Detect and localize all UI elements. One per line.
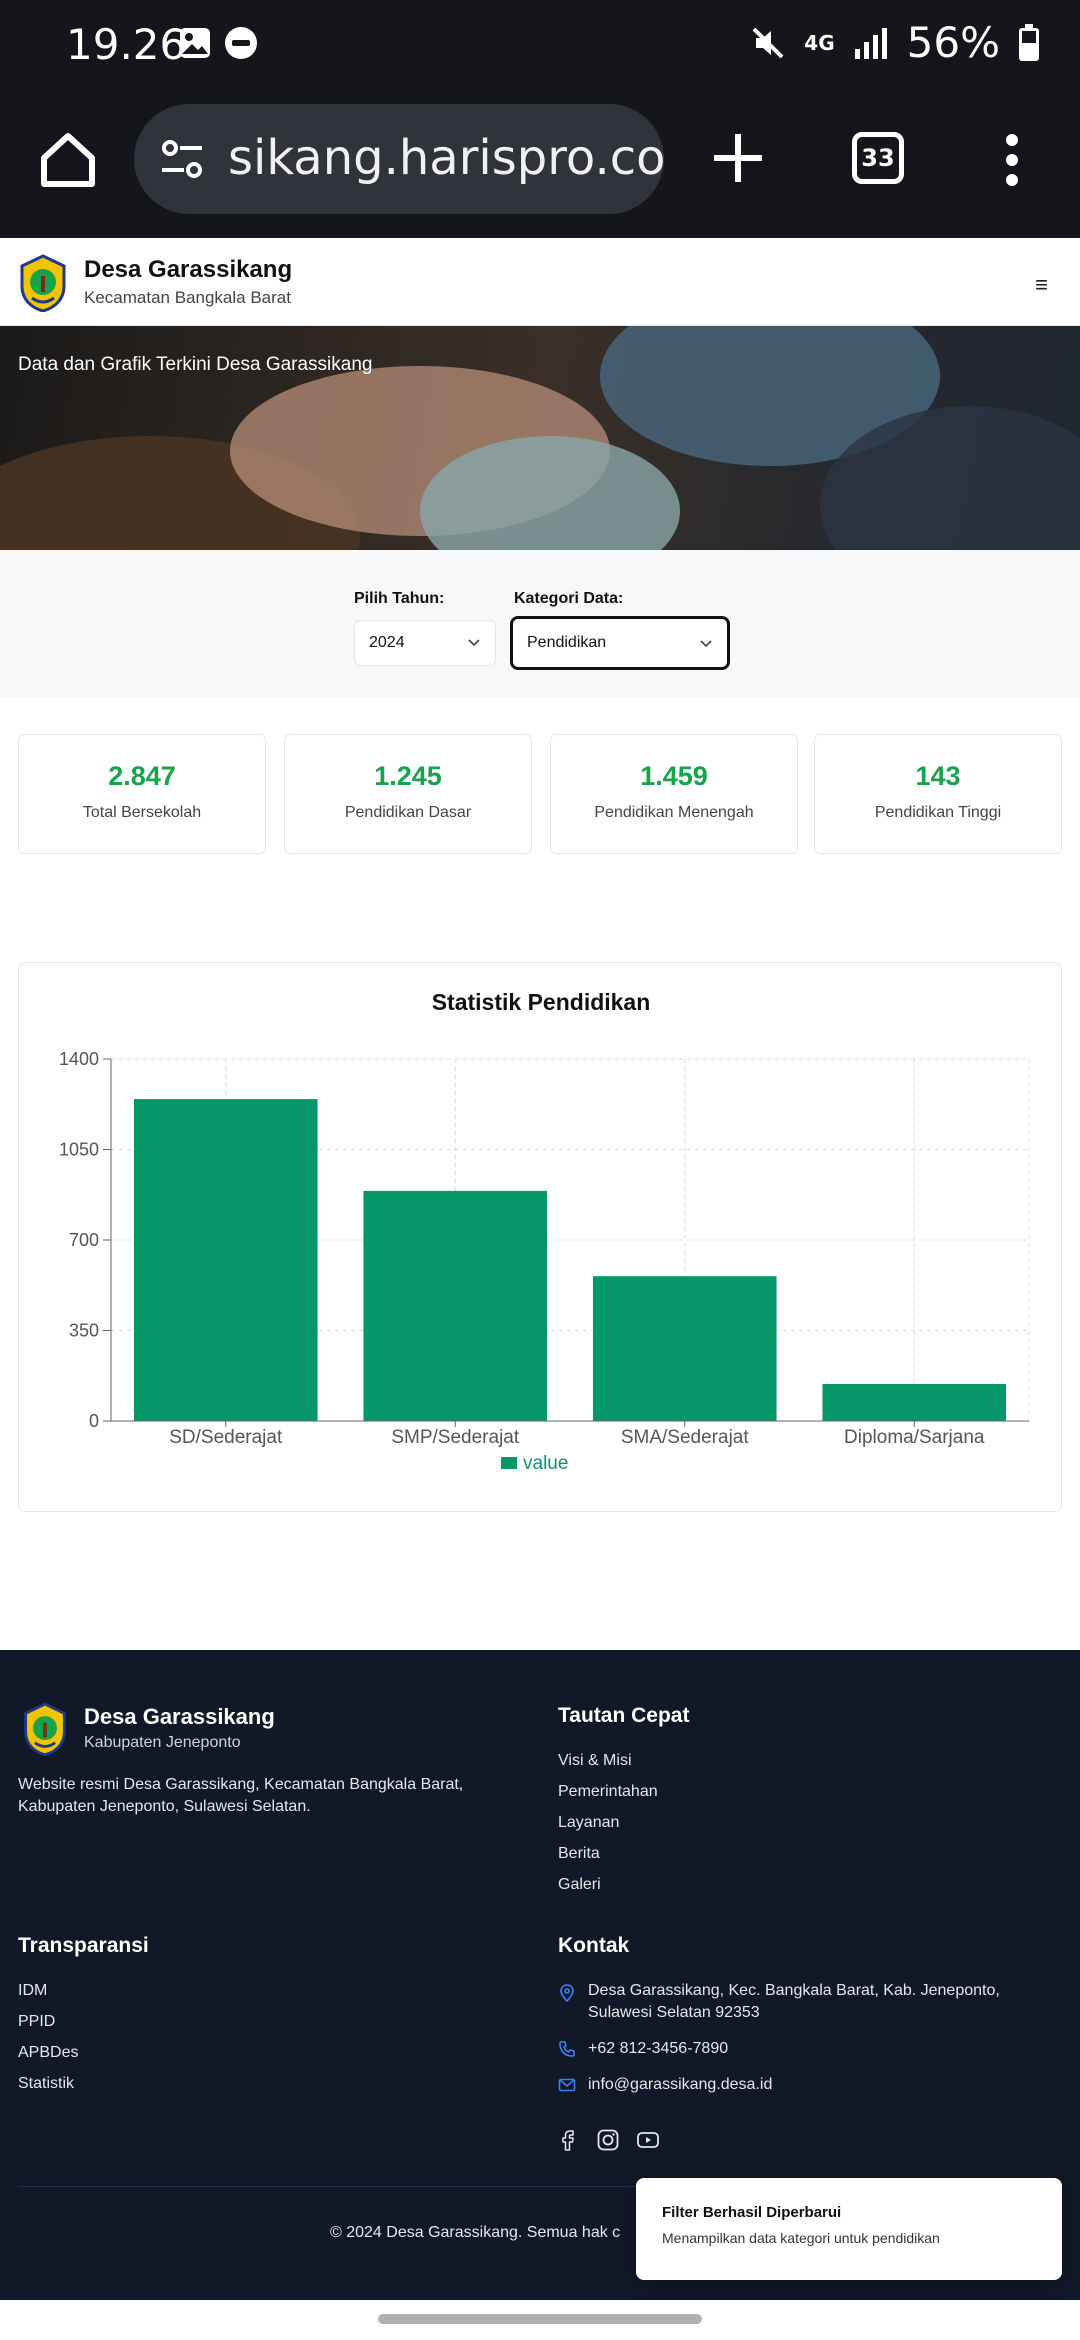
contact-phone[interactable]: +62 812-3456-7890	[588, 2040, 729, 2057]
tab-switcher-button[interactable]: 33	[852, 132, 904, 184]
filter-section: Pilih Tahun: 2024 Kategori Data: Pendidi…	[0, 550, 1080, 698]
y-tick-label: 700	[69, 1230, 99, 1250]
stat-value: 1.245	[374, 761, 442, 791]
battery-icon	[1019, 23, 1039, 61]
more-menu-icon[interactable]	[1000, 132, 1024, 188]
contact-email[interactable]: info@garassikang.desa.id	[588, 2076, 773, 2093]
footer-divider	[18, 2186, 1062, 2187]
url-text[interactable]: sikang.harispro.com	[228, 130, 664, 186]
footer-link-apbdes[interactable]: APBDes	[18, 2044, 79, 2061]
email-icon	[558, 2078, 576, 2092]
quick-links-heading: Tautan Cepat	[558, 1704, 690, 1727]
footer-link-layanan[interactable]: Layanan	[558, 1814, 620, 1831]
x-tick-label: Diploma/Sarjana	[844, 1427, 985, 1448]
chart-card: Statistik Pendidikan 0 350 700 1050 1400 SD/S…	[18, 962, 1062, 1512]
battery-percent: 56%	[906, 18, 1000, 67]
x-tick-label: SMP/Sederajat	[391, 1427, 520, 1448]
legend-swatch	[501, 1457, 517, 1469]
stat-label: Pendidikan Tinggi	[874, 804, 1002, 821]
stat-label: Pendidikan Menengah	[594, 804, 754, 821]
y-tick-label: 1050	[59, 1140, 99, 1160]
bar-sd-sederajat	[133, 1099, 318, 1421]
stat-value: 143	[915, 761, 961, 791]
bar-smp-sederajat	[363, 1190, 548, 1421]
footer-subtitle: Kabupaten Jeneponto	[84, 1734, 241, 1751]
y-tick-label: 0	[89, 1411, 99, 1431]
status-right: 4G 56%	[750, 18, 1040, 67]
site-settings-icon[interactable]	[158, 134, 208, 184]
site-subtitle: Kecamatan Bangkala Barat	[84, 288, 291, 307]
youtube-icon[interactable]	[636, 2128, 660, 2152]
footer-link-berita[interactable]: Berita	[558, 1845, 600, 1862]
footer-title: Desa Garassikang	[84, 1704, 275, 1729]
status-time: 19.26	[66, 20, 187, 69]
footer-description: Website resmi Desa Garassikang, Kecamata…	[18, 1776, 464, 1815]
stat-card-dasar: 1.245 Pendidikan Dasar	[284, 734, 532, 854]
village-logo-icon	[24, 1702, 66, 1756]
y-tick-label: 1400	[59, 1049, 99, 1069]
footer-link-galeri[interactable]: Galeri	[558, 1876, 601, 1893]
category-label: Kategori Data:	[514, 590, 624, 607]
stat-card-total: 2.847 Total Bersekolah	[18, 734, 266, 854]
year-value: 2024	[369, 634, 405, 651]
legend-label: value	[523, 1453, 568, 1474]
site-header: Desa Garassikang Kecamatan Bangkala Bara…	[0, 238, 1080, 326]
footer-link-statistik[interactable]: Statistik	[18, 2075, 75, 2092]
chart-title: Statistik Pendidikan	[431, 989, 651, 1015]
footer-link-visi-misi[interactable]: Visi & Misi	[558, 1752, 632, 1769]
contact-heading: Kontak	[558, 1934, 630, 1957]
hero-banner: Data dan Grafik Terkini Desa Garassikang	[0, 326, 1080, 550]
chevron-down-icon	[468, 639, 480, 647]
footer-link-idm[interactable]: IDM	[18, 1982, 48, 1999]
network-type: 4G	[804, 30, 835, 55]
bar-diploma-sarjana	[822, 1384, 1007, 1421]
stat-card-tinggi: 143 Pendidikan Tinggi	[814, 734, 1062, 854]
x-tick-label: SMA/Sederajat	[621, 1427, 750, 1448]
x-tick-label: SD/Sederajat	[169, 1427, 283, 1448]
home-icon[interactable]	[36, 128, 100, 192]
stat-value: 1.459	[640, 761, 708, 791]
hero-subtitle: Data dan Grafik Terkini Desa Garassikang	[18, 354, 373, 375]
gesture-nav-bar	[0, 2300, 1080, 2340]
stat-label: Total Bersekolah	[82, 804, 202, 821]
contact-address: Desa Garassikang, Kec. Bangkala Barat, K…	[588, 1982, 1000, 2021]
bar-chart: 0 350 700 1050 1400 SD/Sederajat SMP/Sederajat…	[59, 1049, 1030, 1474]
new-tab-icon[interactable]	[708, 128, 768, 188]
status-bar: 19.26 4G 56%	[0, 0, 1080, 92]
category-value: Pendidikan	[527, 634, 607, 651]
image-icon	[180, 28, 210, 58]
mute-icon	[752, 27, 784, 58]
url-bar[interactable]: sikang.harispro.com	[134, 104, 664, 214]
y-tick-label: 350	[69, 1321, 99, 1341]
hero-photo-shape	[420, 436, 680, 550]
signal-icon	[854, 27, 887, 59]
instagram-icon[interactable]	[596, 2128, 620, 2152]
phone-icon	[559, 2041, 575, 2057]
year-label: Pilih Tahun:	[354, 590, 445, 607]
footer-link-pemerintahan[interactable]: Pemerintahan	[558, 1783, 658, 1800]
chevron-down-icon	[700, 640, 712, 648]
transparency-heading: Transparansi	[18, 1934, 149, 1957]
facebook-icon[interactable]	[556, 2128, 580, 2152]
site-title[interactable]: Desa Garassikang	[84, 256, 293, 283]
dnd-icon	[225, 27, 257, 59]
toast-notification[interactable]: Filter Berhasil Diperbarui Menampilkan d…	[636, 2178, 1062, 2280]
footer-link-ppid[interactable]: PPID	[18, 2013, 56, 2030]
village-logo-icon[interactable]	[18, 254, 68, 312]
year-select[interactable]: 2024	[354, 620, 496, 666]
browser-toolbar: sikang.harispro.com 33	[0, 92, 1080, 238]
hamburger-menu-icon[interactable]: ≡	[1035, 272, 1048, 297]
location-icon	[560, 1984, 574, 2002]
toast-title: Filter Berhasil Diperbarui	[662, 2204, 842, 2221]
copyright-text: © 2024 Desa Garassikang. Semua hak c	[330, 2224, 621, 2241]
category-select[interactable]: Pendidikan	[510, 616, 730, 670]
stat-value: 2.847	[108, 761, 176, 791]
toast-message: Menampilkan data kategori untuk pendidik…	[662, 2230, 940, 2246]
home-gesture-handle[interactable]	[378, 2314, 702, 2324]
bar-sma-sederajat	[592, 1276, 777, 1421]
stat-card-menengah: 1.459 Pendidikan Menengah	[550, 734, 798, 854]
stat-label: Pendidikan Dasar	[344, 804, 472, 821]
